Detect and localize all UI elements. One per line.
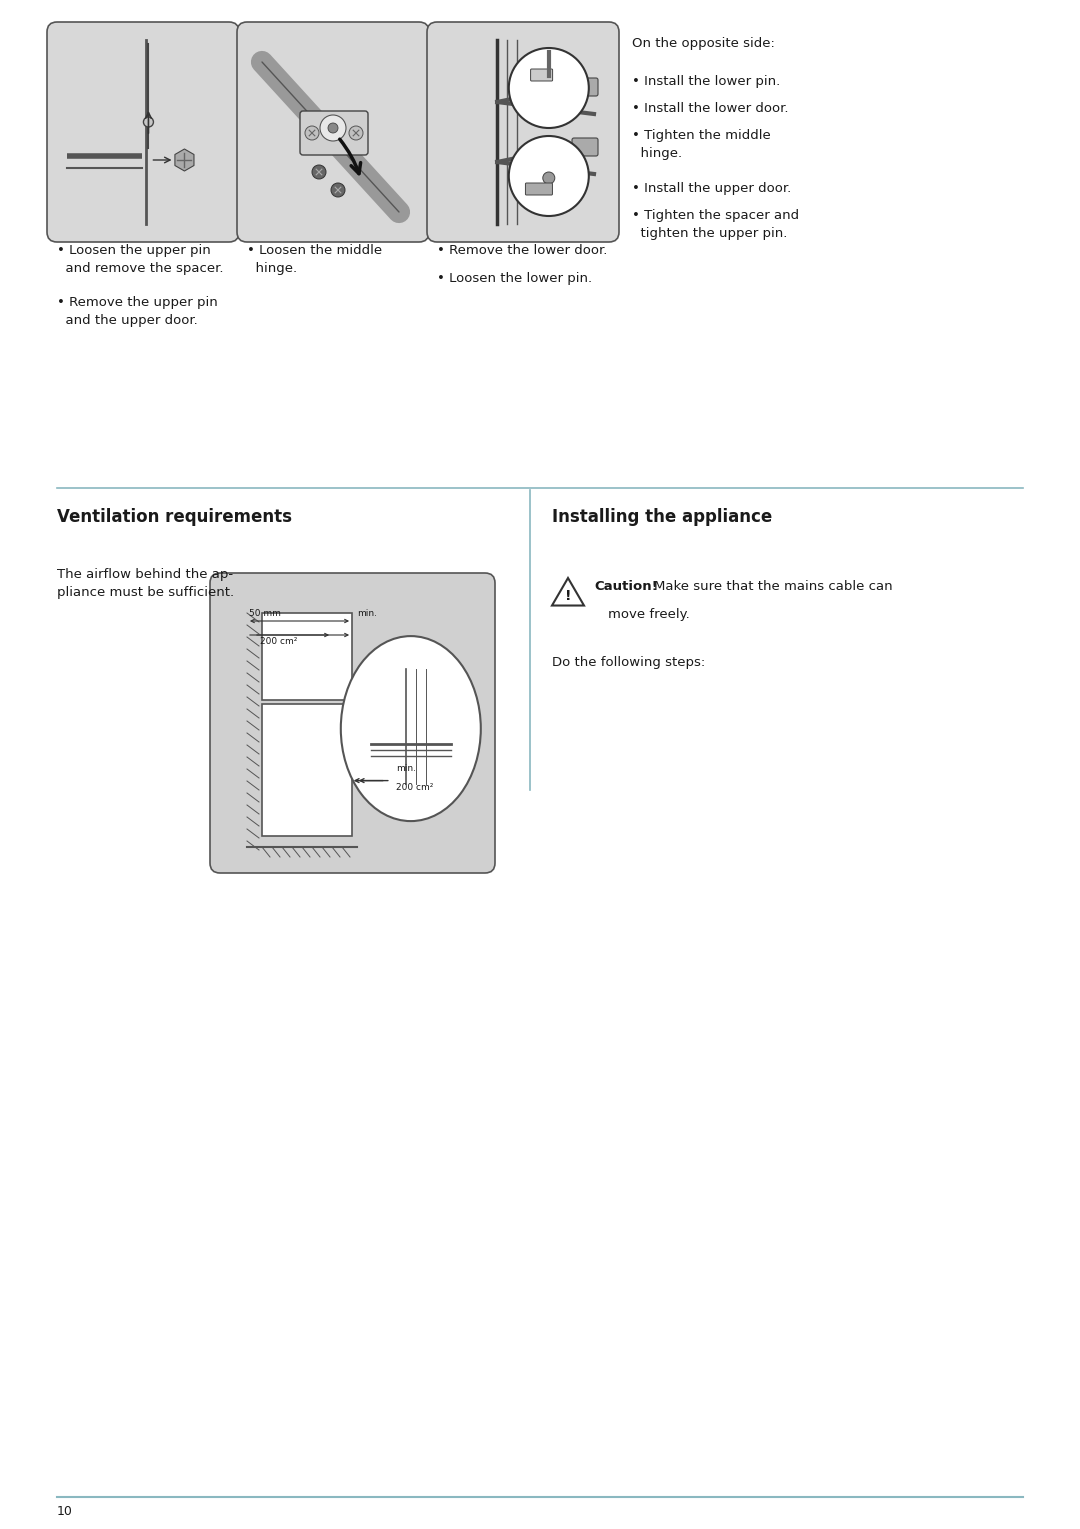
Circle shape [328,122,338,133]
Text: • Install the lower pin.: • Install the lower pin. [632,75,780,89]
FancyBboxPatch shape [530,69,553,81]
Text: 10: 10 [57,1505,72,1518]
Bar [262,613,352,700]
Circle shape [312,165,326,179]
Circle shape [320,115,346,141]
Text: • Install the lower door.: • Install the lower door. [632,102,788,115]
FancyBboxPatch shape [427,21,619,242]
Text: • Remove the lower door.: • Remove the lower door. [437,245,607,257]
FancyBboxPatch shape [572,138,598,156]
Circle shape [543,171,555,183]
FancyBboxPatch shape [572,78,598,96]
Circle shape [305,125,319,141]
Circle shape [509,136,589,216]
FancyBboxPatch shape [210,573,495,873]
Text: min.: min. [395,763,416,772]
Text: • Tighten the middle
  hinge.: • Tighten the middle hinge. [632,128,771,161]
Text: The airflow behind the ap-
pliance must be sufficient.: The airflow behind the ap- pliance must … [57,567,234,599]
Text: min.: min. [357,609,377,618]
FancyBboxPatch shape [48,21,239,242]
Text: Caution!: Caution! [594,579,658,593]
Text: 200 cm²: 200 cm² [260,638,297,645]
Text: • Loosen the middle
  hinge.: • Loosen the middle hinge. [247,245,382,275]
Text: • Install the upper door.: • Install the upper door. [632,182,792,196]
Circle shape [349,125,363,141]
Ellipse shape [341,636,481,821]
Text: • Tighten the spacer and
  tighten the upper pin.: • Tighten the spacer and tighten the upp… [632,209,799,240]
Text: 50 mm: 50 mm [249,609,281,618]
Circle shape [509,47,589,128]
Bar [262,705,352,835]
Text: Ventilation requirements: Ventilation requirements [57,508,292,526]
Text: • Remove the upper pin
  and the upper door.: • Remove the upper pin and the upper doo… [57,297,218,327]
Text: Installing the appliance: Installing the appliance [552,508,772,526]
Text: move freely.: move freely. [608,609,690,621]
Polygon shape [552,578,584,605]
Text: • Loosen the upper pin
  and remove the spacer.: • Loosen the upper pin and remove the sp… [57,245,224,275]
Circle shape [330,183,345,197]
FancyBboxPatch shape [237,21,429,242]
FancyBboxPatch shape [300,112,368,154]
Circle shape [144,118,153,127]
Text: Make sure that the mains cable can: Make sure that the mains cable can [654,579,893,593]
FancyBboxPatch shape [526,183,553,196]
Text: !: ! [565,589,571,602]
Text: On the opposite side:: On the opposite side: [632,37,774,50]
Text: • Loosen the lower pin.: • Loosen the lower pin. [437,272,592,284]
Text: Do the following steps:: Do the following steps: [552,656,705,670]
Text: 200 cm²: 200 cm² [395,783,433,792]
